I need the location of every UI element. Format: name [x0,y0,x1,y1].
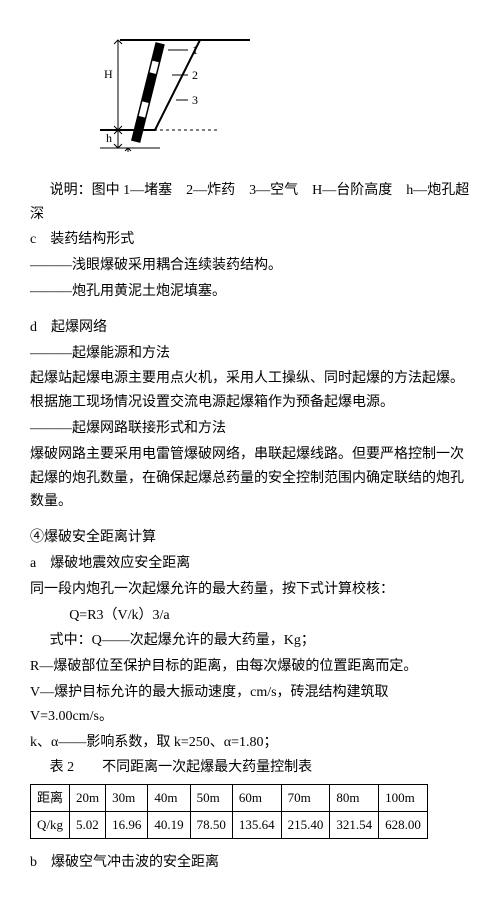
diagram-label-2: 2 [192,68,198,82]
c-line-1: ———浅眼爆破采用耦合连续装药结构。 [30,254,470,278]
a-line-3: R—爆破部位至保护目标的距离，由每次爆破的位置距离而定。 [30,655,470,679]
table-cell: Q/kg [31,812,70,839]
d-line-2: 起爆站起爆电源主要用点火机，采用人工操纵、同时起爆的方法起爆。根据施工现场情况设… [30,367,470,415]
d-line-1: ———起爆能源和方法 [30,342,470,366]
diagram-caption: 说明：图中 1—堵塞 2—炸药 3—空气 H—台阶高度 h—炮孔超深 [30,179,470,227]
table-cell: 100m [379,785,428,812]
c-line-2: ———炮孔用黄泥土炮泥填塞。 [30,280,470,304]
table-cell: 78.50 [190,812,232,839]
a-line-5: k、α——影响系数，取 k=250、α=1.80； [30,731,470,755]
table-header-row: 距离 20m 30m 40m 50m 60m 70m 80m 100m [31,785,428,812]
table-cell: 20m [70,785,106,812]
table-cell: 距离 [31,785,70,812]
table-cell: 80m [330,785,379,812]
diagram-label-3: 3 [192,93,198,107]
charge-control-table: 距离 20m 30m 40m 50m 60m 70m 80m 100m Q/kg… [30,784,428,839]
a-line-4: V—爆护目标允许的最大振动速度，cm/s，砖混结构建筑取 V=3.00cm/s。 [30,681,470,729]
a-title: a 爆破地震效应安全距离 [30,552,470,576]
table-cell: 60m [232,785,281,812]
table-cell: 30m [106,785,148,812]
table-cell: 5.02 [70,812,106,839]
d-line-3: ———起爆网路联接形式和方法 [30,417,470,441]
section-4-title: ④爆破安全距离计算 [30,526,470,550]
table-cell: 70m [281,785,330,812]
table-cell: 50m [190,785,232,812]
a-line-2: 式中：Q——次起爆允许的最大药量，Kg； [30,629,470,653]
table-cell: 40m [148,785,190,812]
diagram-label-H: H [104,67,113,81]
table-cell: 16.96 [106,812,148,839]
table-cell: 321.54 [330,812,379,839]
a-line-1: 同一段内炮孔一次起爆允许的最大药量，按下式计算校核： [30,578,470,602]
diagram-label-1: 1 [192,43,198,57]
section-d-title: d 起爆网络 [30,316,470,340]
table-cell: 135.64 [232,812,281,839]
a-equation: Q=R3（V/k）3/a [30,604,470,628]
table-cell: 40.19 [148,812,190,839]
diagram-label-h: h [106,131,112,145]
table-cell: 215.40 [281,812,330,839]
table-row: Q/kg 5.02 16.96 40.19 78.50 135.64 215.4… [31,812,428,839]
section-c-title: c 装药结构形式 [30,228,470,252]
b-title: b 爆破空气冲击波的安全距离 [30,851,470,875]
table-2-title: 表 2 不同距离一次起爆最大药量控制表 [30,756,470,780]
table-cell: 628.00 [379,812,428,839]
d-line-4: 爆破网路主要采用电雷管爆破网络，串联起爆线路。但要严格控制一次起爆的炮孔数量，在… [30,443,470,514]
borehole-diagram: 1 2 3 H h [80,20,470,169]
